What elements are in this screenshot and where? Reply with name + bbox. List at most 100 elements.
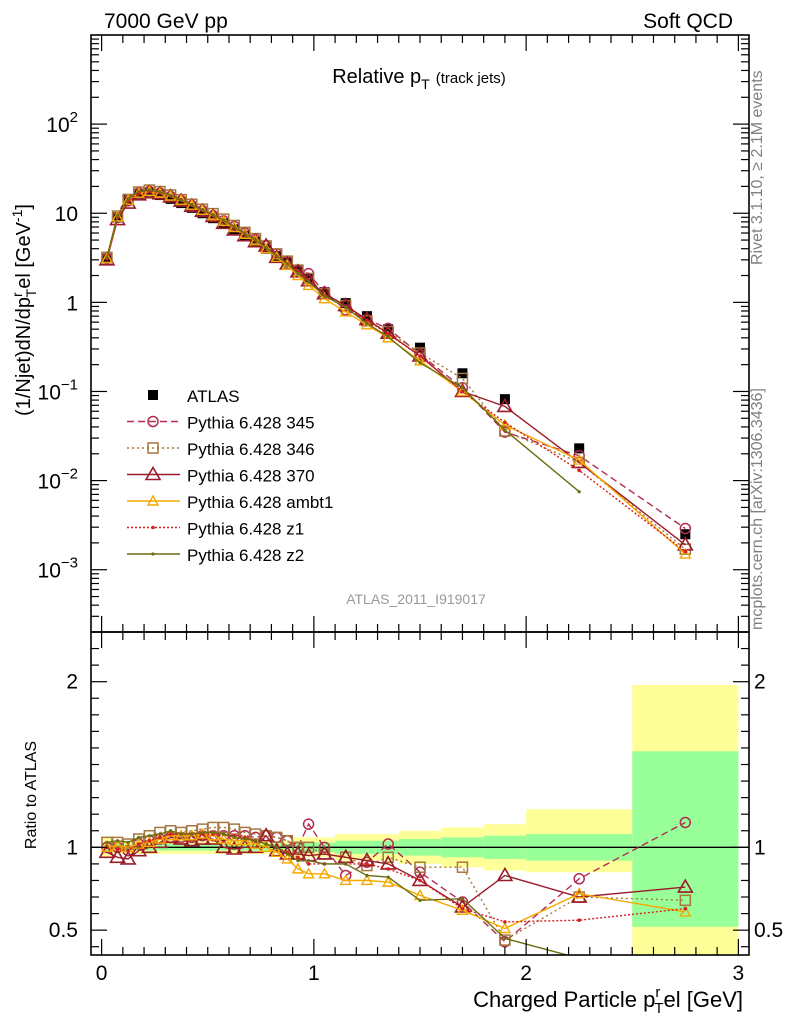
ratio-point-z2 (232, 835, 236, 839)
ratio-point-z1 (168, 832, 173, 836)
main-point-z2 (365, 321, 369, 326)
main-plot-area: 10−3 10−2 10−1 1 10 102 (38, 34, 750, 633)
ratio-point-z1 (296, 855, 300, 860)
main-point-p346 (499, 425, 511, 437)
ratio-point-z2 (306, 858, 311, 863)
ratio-point-z2 (386, 875, 390, 879)
legend-entry-z1: Pythia 6.428 z1 (127, 520, 304, 539)
main-point-atlas (340, 298, 351, 309)
ratio-y-tick-label-right: 1 (754, 836, 766, 859)
main-point-z2 (460, 386, 465, 390)
header-left: 7000 GeV pp (104, 10, 228, 33)
main-y-tick-label: 102 (46, 109, 78, 137)
x-tick-label: 2 (520, 962, 532, 985)
ratio-point-ambt1 (228, 834, 241, 846)
ratio-point-ambt1 (185, 829, 199, 841)
sidebar-rivet-label: Rivet 3.1.10, ≥ 2.1M events (749, 70, 766, 265)
legend-entry-atlas: ATLAS (148, 387, 240, 406)
main-point-z2 (344, 305, 348, 309)
main-point-ambt1 (111, 210, 124, 222)
main-point-atlas (176, 198, 187, 209)
legend-label-atlas: ATLAS (187, 387, 240, 406)
ratio-point-z2 (264, 842, 268, 846)
ratio-point-z1 (126, 848, 130, 853)
ratio-point-p370 (130, 842, 148, 857)
main-point-p345 (679, 522, 692, 535)
main-point-ambt1 (679, 547, 692, 559)
ratio-point-ambt1 (679, 905, 692, 917)
ratio-plot-area: 0 1 2 3 0.5 0.5 1 1 2 2 (49, 631, 783, 985)
main-title: Relative pT (track jets) (332, 66, 506, 92)
ratio-band-green (632, 751, 739, 927)
main-frame (90, 34, 750, 633)
ratio-point-z2 (503, 936, 507, 941)
legend-entry-p346: Pythia 6.428 346 (127, 440, 315, 459)
ratio-point-ambt1 (143, 835, 156, 848)
ratio-point-z1 (683, 906, 688, 911)
main-point-ambt1 (217, 214, 230, 227)
main-point-p370 (204, 207, 222, 223)
x-axis-label: Charged Particle pr Tel [GeV] (473, 984, 743, 1017)
ratio-y-axis-label: Ratio to ATLAS (23, 741, 40, 849)
legend-marker-atlas (148, 390, 158, 400)
ratio-point-z2 (168, 829, 173, 833)
ratio-point-z2 (418, 898, 422, 902)
main-point-ambt1 (339, 305, 352, 317)
ratio-point-z1 (386, 867, 390, 871)
ratio-series-line-z2 (106, 830, 570, 955)
ratio-point-z2 (222, 832, 226, 836)
main-point-z2 (211, 213, 215, 217)
ratio-inner (91, 685, 749, 955)
main-point-z2 (105, 255, 109, 259)
ratio-point-p370 (119, 850, 137, 865)
ratio-point-z2 (243, 837, 247, 841)
main-point-z1 (386, 332, 390, 336)
main-point-atlas (186, 202, 197, 213)
x-tick-label: 1 (308, 962, 320, 985)
main-point-ambt1 (381, 331, 395, 343)
ratio-point-p345 (382, 838, 394, 850)
ratio-point-z2 (147, 834, 151, 838)
ratio-point-z1 (158, 835, 162, 840)
ratio-point-z1 (115, 847, 120, 851)
ratio-point-p370 (257, 827, 275, 842)
ratio-point-p345 (679, 816, 692, 829)
ratio-ticks (91, 632, 749, 955)
ratio-point-p345 (302, 818, 315, 830)
ratio-series-ambt1 (100, 827, 692, 934)
ratio-point-ambt1 (360, 874, 374, 886)
ratio-point-p370 (316, 845, 333, 860)
ratio-point-ambt1 (270, 845, 283, 858)
ratio-point-z2 (344, 862, 348, 866)
ratio-point-ambt1 (206, 829, 220, 841)
ratio-point-p346 (456, 861, 469, 873)
main-point-z2 (264, 246, 268, 250)
ratio-point-z2 (322, 862, 327, 866)
main-series-atlas (101, 187, 691, 540)
x-tick-label: 3 (733, 962, 745, 985)
ratio-series-line-p345 (106, 821, 686, 943)
main-point-z2 (168, 193, 173, 197)
ratio-y-tick-label-right: 2 (754, 671, 766, 694)
legend-entry-z2: Pythia 6.428 z2 (127, 546, 304, 565)
legend-label-z1: Pythia 6.428 z1 (187, 520, 304, 539)
ratio-point-p370 (236, 838, 254, 854)
ratio-y-tick-label-right: 0.5 (754, 919, 783, 942)
main-y-tick-label: 10−1 (38, 376, 78, 404)
main-point-z2 (115, 214, 120, 218)
ratio-point-z1 (460, 906, 465, 911)
legend-entry-p370: Pythia 6.428 370 (127, 465, 315, 486)
main-point-p370 (172, 192, 190, 207)
main-point-z2 (322, 294, 327, 298)
ratio-series-line-p346 (106, 826, 686, 942)
main-point-atlas (574, 443, 585, 454)
legend-label-p346: Pythia 6.428 346 (187, 440, 315, 459)
ratio-point-ambt1 (381, 875, 395, 887)
ratio-point-p346 (382, 851, 394, 864)
x-tick-label: 0 (96, 962, 108, 985)
main-point-z2 (126, 197, 130, 201)
main-point-z1 (683, 549, 688, 554)
main-point-ambt1 (573, 453, 586, 465)
ratio-point-ambt1 (175, 829, 188, 841)
